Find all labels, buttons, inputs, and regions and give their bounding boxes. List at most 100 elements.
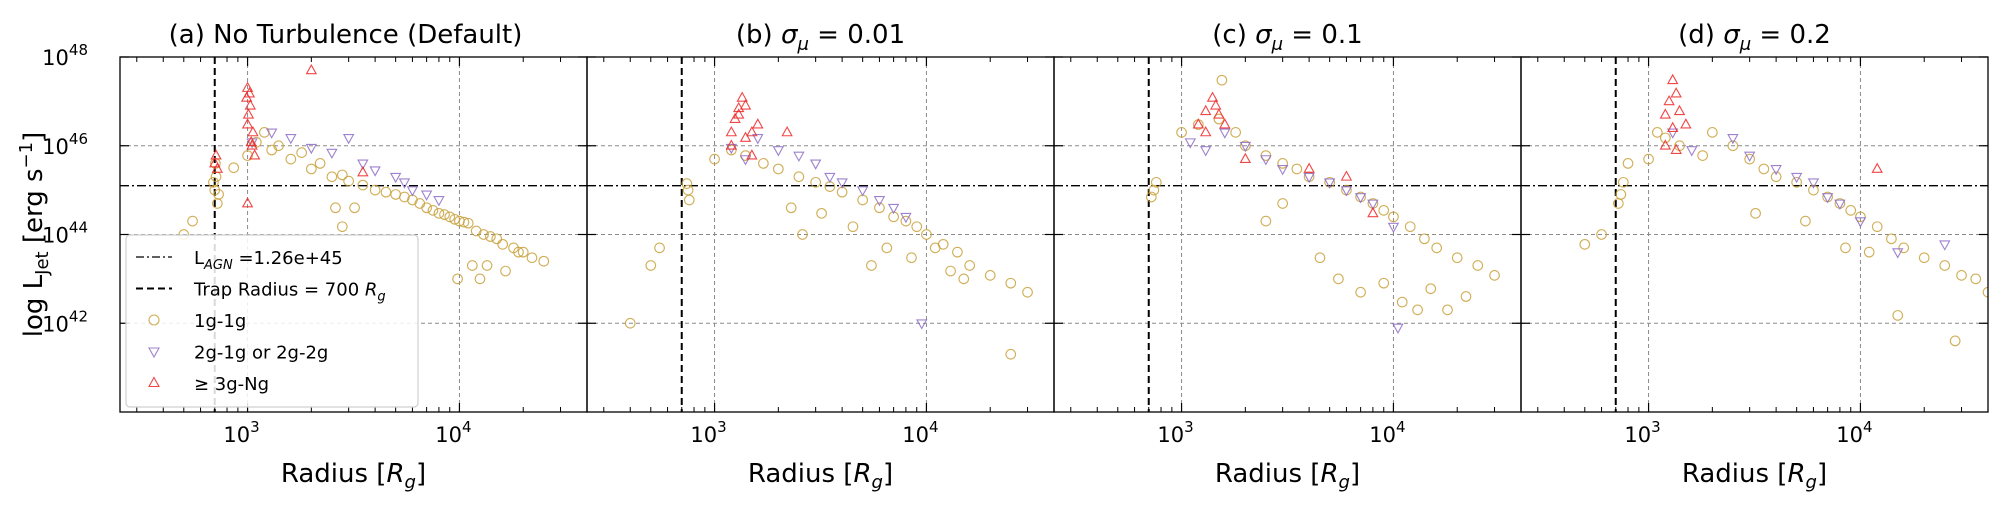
data-point xyxy=(824,172,836,184)
data-point xyxy=(1340,186,1353,197)
data-point xyxy=(900,215,912,227)
data-point xyxy=(462,217,474,229)
legend-swatch-marker xyxy=(148,314,160,326)
grid xyxy=(1521,57,1988,412)
data-point xyxy=(1431,242,1443,254)
data-point xyxy=(1219,128,1231,139)
data-point xyxy=(452,273,463,285)
data-point xyxy=(474,273,486,285)
data-point xyxy=(1791,176,1803,188)
data-point xyxy=(526,252,538,264)
grid xyxy=(1054,57,1521,412)
data-point xyxy=(1022,286,1033,298)
data-point xyxy=(242,108,255,119)
panel-c: 103 104 Radius [Rg] (c) σμ = 0.1 xyxy=(1053,20,1522,493)
data-point xyxy=(1176,127,1187,138)
data-point xyxy=(1005,348,1017,360)
data-point xyxy=(1314,252,1326,264)
data-point xyxy=(285,153,297,165)
data-point xyxy=(209,156,221,168)
data-point xyxy=(1659,132,1671,144)
data-point xyxy=(444,211,456,223)
data-point xyxy=(1670,143,1682,154)
data-point xyxy=(244,99,257,110)
scatter-points xyxy=(178,63,550,285)
data-point xyxy=(1213,108,1225,119)
data-point xyxy=(1886,233,1897,245)
data-point xyxy=(390,189,402,200)
data-point xyxy=(246,139,258,150)
data-point xyxy=(241,81,254,92)
data-point xyxy=(210,149,222,160)
data-point xyxy=(1472,260,1484,271)
data-point xyxy=(1216,74,1228,86)
data-point xyxy=(1663,94,1675,106)
data-point xyxy=(1666,128,1679,139)
data-point xyxy=(1666,73,1679,85)
data-point xyxy=(1680,118,1692,129)
legend-label: LAGN =1.26e+45 xyxy=(194,248,343,273)
data-point xyxy=(369,166,381,177)
data-point xyxy=(1892,310,1904,321)
y-tick-label: 1048 xyxy=(42,41,88,70)
data-point xyxy=(1727,140,1739,152)
data-point xyxy=(929,242,941,254)
data-point xyxy=(1355,286,1366,298)
data-point xyxy=(399,191,410,203)
data-point xyxy=(305,143,318,155)
data-point xyxy=(964,260,976,271)
data-point xyxy=(1970,273,1982,285)
data-point xyxy=(984,270,996,281)
data-point xyxy=(1956,270,1967,281)
data-point xyxy=(357,166,369,177)
scatter-points xyxy=(624,91,1033,360)
data-point xyxy=(866,260,877,271)
data-point xyxy=(491,233,503,245)
data-point xyxy=(427,205,439,216)
data-point xyxy=(624,317,636,329)
data-point xyxy=(1260,215,1272,227)
data-point xyxy=(1743,151,1756,163)
data-point xyxy=(1323,178,1336,189)
data-point xyxy=(847,221,859,233)
data-point xyxy=(1612,198,1624,209)
data-point xyxy=(1939,240,1951,251)
data-point xyxy=(211,162,224,173)
data-point xyxy=(342,134,355,145)
data-point xyxy=(752,134,764,145)
panel-title: (d) σμ = 0.2 xyxy=(1678,20,1831,55)
data-point xyxy=(772,163,784,175)
data-point xyxy=(1855,211,1866,223)
data-point xyxy=(1744,153,1756,165)
data-point xyxy=(1892,248,1904,259)
x-tick-label: 104 xyxy=(902,418,938,447)
data-point xyxy=(1651,127,1663,138)
data-point xyxy=(1145,191,1157,203)
data-point xyxy=(881,242,893,254)
data-point xyxy=(1659,108,1672,119)
data-point xyxy=(285,134,297,145)
data-point xyxy=(1206,91,1219,102)
data-point xyxy=(1617,176,1629,188)
data-point xyxy=(1670,87,1682,98)
data-point xyxy=(497,238,509,250)
data-point xyxy=(1260,155,1272,166)
data-point xyxy=(213,189,224,200)
data-point xyxy=(1697,150,1708,161)
data-point xyxy=(1807,178,1820,189)
data-point xyxy=(187,215,198,227)
data-point xyxy=(1615,189,1627,200)
data-point xyxy=(746,125,758,137)
data-point xyxy=(645,260,657,271)
data-point xyxy=(681,178,693,189)
data-point xyxy=(725,125,738,137)
data-point xyxy=(758,158,769,169)
panel-frame xyxy=(1520,56,1989,413)
panel-d: 103 104 Radius [Rg] (d) σμ = 0.2 xyxy=(1520,20,1989,493)
data-point xyxy=(1579,238,1591,250)
data-point xyxy=(336,169,348,181)
data-point xyxy=(797,229,808,240)
data-point xyxy=(752,118,764,129)
data-point xyxy=(380,186,392,198)
